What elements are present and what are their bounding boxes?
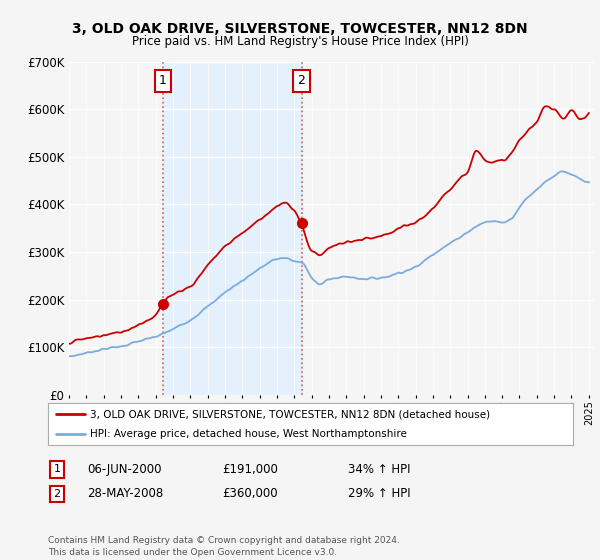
Text: 2: 2 — [53, 489, 61, 499]
Text: 34% ↑ HPI: 34% ↑ HPI — [348, 463, 410, 476]
Text: 29% ↑ HPI: 29% ↑ HPI — [348, 487, 410, 501]
Text: Price paid vs. HM Land Registry's House Price Index (HPI): Price paid vs. HM Land Registry's House … — [131, 35, 469, 48]
Bar — [163, 62, 302, 395]
Text: £360,000: £360,000 — [222, 487, 278, 501]
Text: Contains HM Land Registry data © Crown copyright and database right 2024.
This d: Contains HM Land Registry data © Crown c… — [48, 536, 400, 557]
Text: 1: 1 — [53, 464, 61, 474]
Text: 3, OLD OAK DRIVE, SILVERSTONE, TOWCESTER, NN12 8DN (detached house): 3, OLD OAK DRIVE, SILVERSTONE, TOWCESTER… — [90, 409, 490, 419]
Text: £191,000: £191,000 — [222, 463, 278, 476]
Text: 1: 1 — [159, 74, 167, 87]
Text: 3, OLD OAK DRIVE, SILVERSTONE, TOWCESTER, NN12 8DN: 3, OLD OAK DRIVE, SILVERSTONE, TOWCESTER… — [72, 22, 528, 36]
Text: 2: 2 — [298, 74, 305, 87]
Text: 28-MAY-2008: 28-MAY-2008 — [87, 487, 163, 501]
Text: HPI: Average price, detached house, West Northamptonshire: HPI: Average price, detached house, West… — [90, 430, 407, 439]
Text: 06-JUN-2000: 06-JUN-2000 — [87, 463, 161, 476]
